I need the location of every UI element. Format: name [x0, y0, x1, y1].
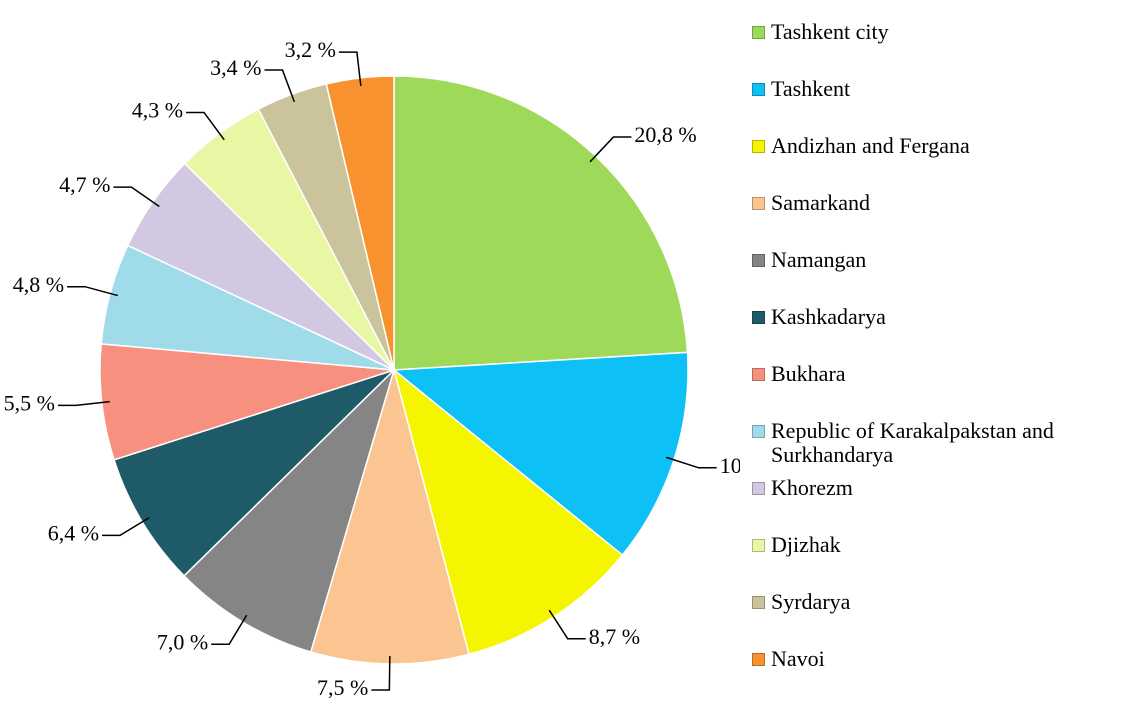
legend-label: Navoi [771, 646, 825, 671]
legend-item: Namangan [752, 248, 1132, 305]
legend-label: Namangan [771, 247, 867, 272]
legend-item: Syrdarya [752, 590, 1132, 647]
legend-label: Tashkent city [771, 19, 889, 44]
legend-label: Kashkadarya [771, 304, 886, 329]
legend-item: Djizhak [752, 533, 1132, 590]
legend-label: Tashkent [771, 76, 851, 101]
leader-line [338, 51, 362, 87]
legend-swatch [752, 26, 765, 39]
legend-label: Andizhan and Fergana [771, 133, 970, 158]
data-label: 8,7 % [589, 624, 640, 649]
leader-line [211, 614, 248, 646]
legend-swatch [752, 596, 765, 609]
legend-item: Republic of Karakalpakstan and Surkhanda… [752, 419, 1132, 476]
legend-item: Tashkent city [752, 20, 1132, 77]
legend-swatch [752, 83, 765, 96]
leader-line [371, 655, 391, 691]
leader-line [67, 285, 119, 297]
pie-chart: 20,8 % 10,2 % 8,7 % 7,5 % 7,0 % 6,4 % 5,5 % 4,8… [4, 37, 740, 700]
leader-line [548, 609, 586, 640]
leader-line [264, 69, 296, 103]
data-label: 3,4 % [210, 55, 261, 80]
legend: Tashkent city Tashkent Andizhan and Fergan… [752, 20, 1132, 704]
legend-item: Khorezm [752, 476, 1132, 533]
legend-label: Samarkand [771, 190, 870, 215]
data-label: 6,4 % [48, 520, 99, 545]
data-label: 20,8 % [634, 122, 696, 147]
leader-line [102, 517, 150, 537]
leader-line [666, 456, 717, 469]
legend-label: Khorezm [771, 475, 853, 500]
leader-line [113, 186, 160, 208]
leader-line [589, 136, 632, 163]
legend-item: Navoi [752, 647, 1132, 704]
data-label: 10,2 % [720, 453, 740, 478]
leader-line [186, 111, 225, 141]
legend-swatch [752, 425, 765, 438]
data-label: 4,8 % [13, 272, 64, 297]
data-label: 7,5 % [317, 675, 368, 700]
legend-label: Republic of Karakalpakstan and Surkhanda… [771, 418, 1054, 467]
pie-slice [393, 75, 689, 371]
legend-label: Bukhara [771, 361, 846, 386]
leader-line [57, 400, 110, 407]
legend-label: Djizhak [771, 532, 841, 557]
legend-swatch [752, 254, 765, 267]
legend-item: Kashkadarya [752, 305, 1132, 362]
legend-swatch [752, 539, 765, 552]
data-label: 3,2 % [285, 37, 336, 62]
legend-item: Samarkand [752, 191, 1132, 248]
legend-item: Andizhan and Fergana [752, 134, 1132, 191]
legend-swatch [752, 653, 765, 666]
legend-swatch [752, 311, 765, 324]
legend-swatch [752, 482, 765, 495]
data-label: 7,0 % [157, 629, 208, 654]
data-label: 5,5 % [4, 390, 55, 415]
legend-label: Syrdarya [771, 589, 851, 614]
legend-swatch [752, 197, 765, 210]
legend-swatch [752, 140, 765, 153]
legend-item: Tashkent [752, 77, 1132, 134]
legend-swatch [752, 368, 765, 381]
legend-item: Bukhara [752, 362, 1132, 419]
data-label: 4,7 % [59, 172, 110, 197]
data-label: 4,3 % [132, 98, 183, 123]
